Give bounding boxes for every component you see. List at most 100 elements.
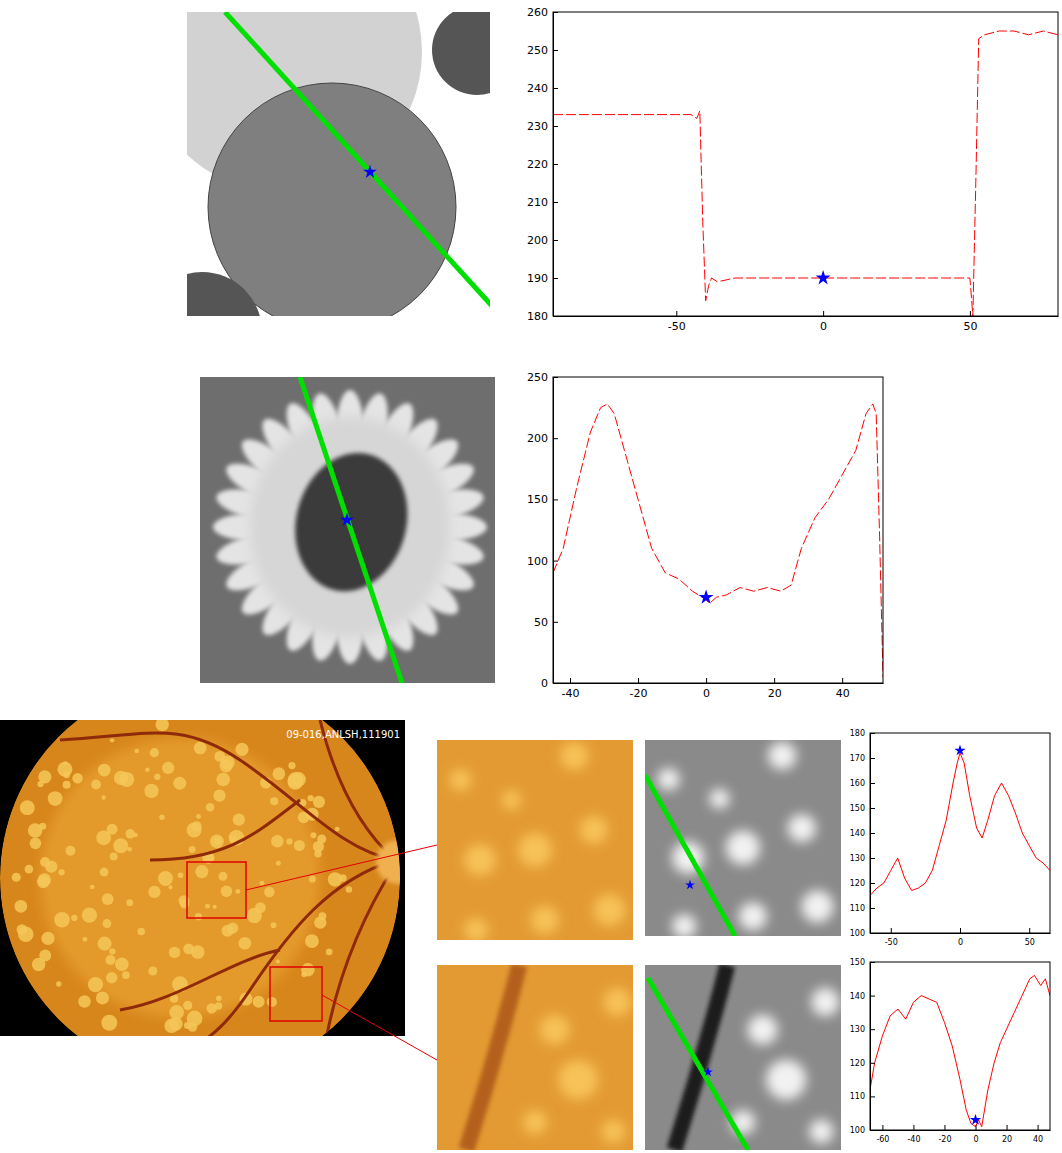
tick-label: 0 xyxy=(703,687,710,700)
drusen xyxy=(267,997,277,1007)
plot-area xyxy=(553,12,1058,316)
tick-label: 250 xyxy=(527,44,548,57)
drusen xyxy=(100,868,109,877)
tick: 0 xyxy=(820,311,827,333)
y-axis: 100110120130140150160170180 xyxy=(850,729,875,938)
vessel xyxy=(674,965,727,1150)
lesion xyxy=(560,742,588,770)
tick-label: 210 xyxy=(527,196,548,209)
drusen xyxy=(187,823,202,838)
drusen xyxy=(309,876,316,883)
tick: -50 xyxy=(668,311,686,333)
lesion xyxy=(739,902,767,930)
plot-marks xyxy=(870,975,1050,1126)
tick-label: 110 xyxy=(850,1092,865,1101)
tick-mark xyxy=(553,278,558,279)
tick-label: 130 xyxy=(850,1025,865,1034)
drusen xyxy=(115,957,129,971)
plot-area xyxy=(553,377,883,683)
tick: -50 xyxy=(885,928,898,947)
vessel xyxy=(320,865,395,1036)
retina xyxy=(0,720,405,1036)
drusen xyxy=(32,958,46,972)
tick-mark xyxy=(706,678,707,683)
lesion xyxy=(464,844,496,876)
tick: 50 xyxy=(963,311,977,333)
drusen xyxy=(179,895,190,906)
tick-mark xyxy=(638,678,639,683)
tick-mark xyxy=(970,311,971,316)
tick: 100 xyxy=(850,1126,875,1135)
lesion xyxy=(540,1015,570,1045)
tick-label: 220 xyxy=(527,158,548,171)
drusen xyxy=(91,780,101,790)
drusen xyxy=(335,827,340,832)
drusen xyxy=(271,835,283,847)
tick: 140 xyxy=(850,992,875,1001)
drusen xyxy=(196,814,201,819)
x-axis: -50050 xyxy=(871,928,1051,947)
plot-frame xyxy=(870,733,1050,933)
drusen xyxy=(189,846,196,853)
vessel xyxy=(100,860,395,1036)
drusen xyxy=(213,790,225,802)
gray-crop xyxy=(645,965,841,1150)
drusen xyxy=(210,835,224,849)
drusen xyxy=(215,1002,222,1009)
tick-mark xyxy=(553,126,558,127)
image-sunflower xyxy=(200,377,495,683)
marker xyxy=(970,1114,981,1125)
drusen xyxy=(98,937,112,951)
tick-mark xyxy=(870,908,875,909)
drusen xyxy=(178,872,184,878)
drusen xyxy=(113,838,128,853)
tick-label: 230 xyxy=(527,120,548,133)
tick-label: -60 xyxy=(876,1135,889,1144)
drusen xyxy=(287,774,303,790)
tick-mark xyxy=(870,1096,875,1097)
drusen xyxy=(58,869,64,875)
drusen xyxy=(122,971,130,979)
drusen xyxy=(230,836,237,843)
color-crop xyxy=(437,740,633,940)
crop-background xyxy=(645,965,841,1150)
tick-label: 130 xyxy=(850,854,865,863)
tick-label: 150 xyxy=(850,804,865,813)
drusen xyxy=(127,847,132,852)
tick-mark xyxy=(553,202,558,203)
lesion xyxy=(672,914,696,936)
lesion xyxy=(531,906,559,934)
drusen xyxy=(159,814,165,820)
tick: 110 xyxy=(850,1092,875,1101)
tick-mark xyxy=(870,1063,875,1064)
tick-label: 120 xyxy=(850,879,865,888)
tick-mark xyxy=(976,1125,977,1130)
gray-crop xyxy=(645,740,841,936)
plot-area xyxy=(870,962,1050,1130)
plot-frame xyxy=(870,962,1050,1130)
drusen xyxy=(264,887,275,898)
tick-mark xyxy=(553,438,558,439)
tick-mark xyxy=(1029,928,1030,933)
retina-disc xyxy=(0,720,400,1036)
lesion xyxy=(768,742,796,770)
tick-label: 250 xyxy=(527,371,548,384)
drusen xyxy=(235,743,248,756)
drusen xyxy=(313,796,325,808)
image-marker xyxy=(685,880,695,889)
tick: 110 xyxy=(850,904,875,913)
drusen xyxy=(288,762,295,769)
drusen xyxy=(276,959,280,963)
tick: 150 xyxy=(850,804,875,813)
drusen xyxy=(286,838,292,844)
tick-label: 50 xyxy=(963,320,977,333)
drusen xyxy=(272,767,285,780)
drusen xyxy=(109,948,115,954)
drusen xyxy=(326,949,333,956)
drusen xyxy=(346,886,352,892)
drusen xyxy=(183,1001,192,1010)
tick-mark xyxy=(1038,1125,1039,1130)
marker xyxy=(699,589,714,603)
drusen xyxy=(54,912,69,927)
lesion xyxy=(603,988,631,1016)
